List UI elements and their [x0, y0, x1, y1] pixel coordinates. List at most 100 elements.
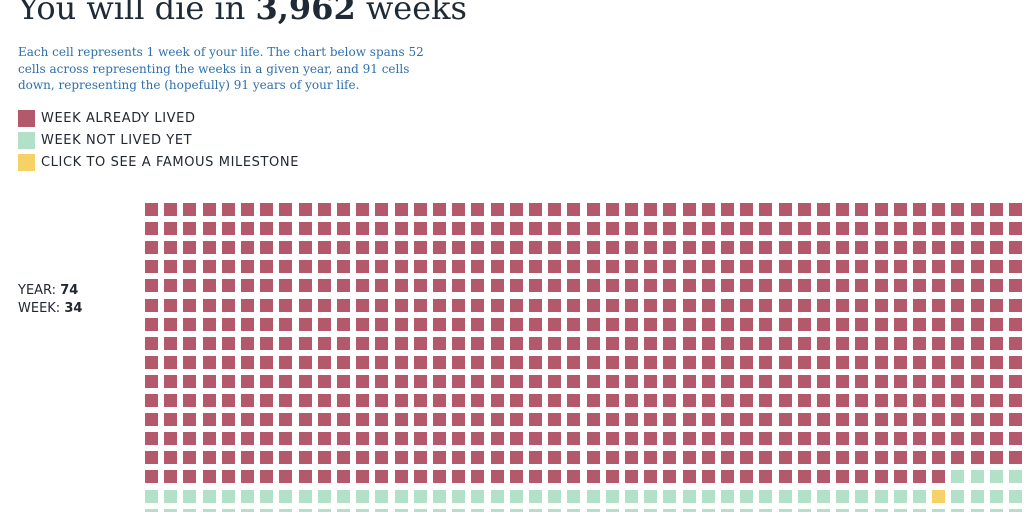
week-cell: [625, 489, 638, 503]
week-cell: [452, 298, 466, 312]
week-cell: [241, 279, 254, 293]
week-cell: [586, 508, 600, 512]
week-cell: [740, 451, 754, 465]
week-cell: [260, 413, 274, 427]
week-cell: [605, 355, 619, 369]
week-cell: [644, 394, 658, 407]
week-cell: [682, 413, 696, 427]
week-cell: [375, 394, 389, 407]
week-cell: [913, 355, 926, 369]
week-cell: [1009, 336, 1022, 350]
week-cell: [970, 355, 984, 369]
week-cell: [874, 394, 888, 407]
week-cell: [721, 241, 734, 255]
week-cell: [740, 298, 754, 312]
week-cell: [836, 279, 850, 293]
week-cell: [913, 508, 926, 512]
week-cell: [951, 470, 965, 484]
week-cell: [529, 374, 542, 388]
week-cell: [375, 317, 389, 331]
week-cell: [951, 241, 965, 255]
week-cell: [836, 260, 850, 274]
week-cell: [202, 451, 216, 465]
week-cell: [145, 470, 158, 484]
week-cell: [471, 470, 485, 484]
week-cell: [529, 317, 542, 331]
week-cell: [548, 432, 562, 446]
week-cell: [913, 432, 926, 446]
week-cell: [951, 413, 965, 427]
week-cell: [298, 222, 312, 236]
weeks-remaining: 3,962: [255, 0, 356, 27]
year-label: YEAR:: [18, 283, 57, 298]
week-cell: [932, 336, 946, 350]
week-cell: [298, 317, 312, 331]
week-cell: [317, 203, 331, 216]
week-cell: [490, 489, 504, 503]
week-cell: [183, 317, 197, 331]
week-cell: [721, 203, 734, 216]
week-cell: [874, 413, 888, 427]
week-cell: [509, 451, 523, 465]
week-cell: [893, 279, 907, 293]
week-cell: [932, 374, 946, 388]
week-cell: [874, 222, 888, 236]
week-cell: [413, 489, 427, 503]
week-cell: [1009, 260, 1022, 274]
week-cell: [682, 203, 696, 216]
week-cell: [932, 317, 946, 331]
week-cell: [490, 298, 504, 312]
week-cell: [529, 394, 542, 407]
week-cell: [548, 489, 562, 503]
week-cell: [260, 279, 274, 293]
week-cell: [932, 241, 946, 255]
week-cell: [817, 279, 830, 293]
week-cell: [241, 432, 254, 446]
week-cell: [625, 374, 638, 388]
week-cell: [1009, 451, 1022, 465]
week-value: 34: [64, 301, 83, 316]
week-cell: [337, 413, 350, 427]
week-cell: [855, 413, 869, 427]
week-cell: [145, 374, 158, 388]
week-cell: [855, 336, 869, 350]
week-cell: [260, 374, 274, 388]
week-cell: [586, 260, 600, 274]
week-cell: [817, 470, 830, 484]
week-cell: [874, 203, 888, 216]
week-cell: [241, 394, 254, 407]
week-cell: [490, 432, 504, 446]
week-cell: [701, 260, 715, 274]
week-cell: [452, 241, 466, 255]
week-cell: [548, 279, 562, 293]
week-cell: [586, 279, 600, 293]
week-cell: [221, 432, 235, 446]
week-cell: [817, 355, 830, 369]
week-cell: [490, 203, 504, 216]
week-cell: [413, 203, 427, 216]
week-cell: [529, 203, 542, 216]
week-cell: [529, 470, 542, 484]
week-cell: [893, 470, 907, 484]
week-cell: [452, 279, 466, 293]
week-cell: [164, 413, 178, 427]
week-cell: [836, 241, 850, 255]
week-cell: [356, 279, 370, 293]
week-cell: [970, 470, 984, 484]
week-cell: [317, 451, 331, 465]
week-cell: [394, 222, 408, 236]
milestone-week-cell[interactable]: [932, 489, 946, 503]
week-cell: [279, 508, 293, 512]
week-cell: [221, 374, 235, 388]
week-cell: [701, 508, 715, 512]
week-cell: [317, 298, 331, 312]
week-cell: [375, 508, 389, 512]
week-cell: [548, 203, 562, 216]
week-cell: [145, 413, 158, 427]
week-cell: [221, 489, 235, 503]
legend-item-not-lived: WEEK NOT LIVED YET: [18, 129, 299, 151]
week-cell: [759, 279, 773, 293]
week-cell: [1009, 508, 1022, 512]
week-cell: [701, 470, 715, 484]
week-cell: [509, 413, 523, 427]
